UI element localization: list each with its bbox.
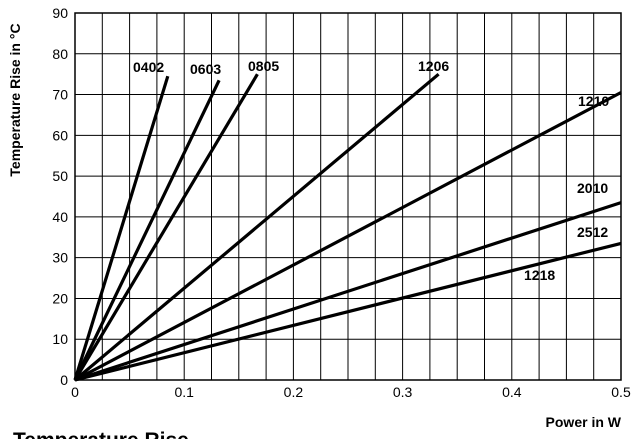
series-label-1210: 1210 (578, 93, 609, 109)
y-tick-label: 30 (52, 250, 68, 266)
series-label-1206: 1206 (418, 58, 449, 74)
series-label-0805: 0805 (248, 58, 279, 74)
x-tick-label: 0.4 (502, 384, 522, 400)
series-line-2010 (74, 201, 622, 382)
y-tick-label: 80 (52, 46, 68, 62)
annotation-label: 1218 (524, 267, 555, 283)
y-tick-label: 70 (52, 87, 68, 103)
chart-caption: Temperature Rise (13, 429, 189, 439)
plot-frame (74, 12, 622, 381)
x-tick-label: 0.2 (284, 384, 304, 400)
x-tick-label: 0 (71, 384, 79, 400)
series-label-0603: 0603 (190, 61, 221, 77)
x-axis-label: Power in W (546, 414, 622, 430)
x-tick-label: 0.3 (393, 384, 413, 400)
y-tick-label: 50 (52, 168, 68, 184)
y-tick-label: 10 (52, 331, 68, 347)
series-lines (73, 72, 622, 382)
series-line-0603 (73, 79, 221, 381)
y-tick-label: 40 (52, 209, 68, 225)
y-tick-label: 90 (52, 5, 68, 21)
series-label-0402: 0402 (133, 59, 164, 75)
series-line-0805 (73, 73, 259, 381)
series-line-0402 (73, 75, 170, 381)
x-tick-labels: 0 0.1 0.2 0.3 0.4 0.5 (71, 384, 631, 400)
y-tick-label: 60 (52, 127, 68, 143)
y-tick-labels: 0 10 20 30 40 50 60 70 80 90 (52, 5, 68, 388)
grid (75, 13, 621, 380)
y-axis-label: Temperature Rise in °C (7, 23, 23, 176)
x-tick-label: 0.5 (611, 384, 631, 400)
series-line-1206 (73, 72, 440, 382)
y-tick-label: 0 (60, 372, 68, 388)
series-label-2512: 2512 (577, 224, 608, 240)
series-line-1210 (74, 91, 622, 382)
y-tick-label: 20 (52, 290, 68, 306)
series-labels: 0402 0603 0805 1206 1210 2010 2512 1218 (133, 58, 609, 283)
series-line-2512 (74, 241, 622, 382)
series-label-2010: 2010 (577, 180, 608, 196)
x-tick-label: 0.1 (174, 384, 194, 400)
